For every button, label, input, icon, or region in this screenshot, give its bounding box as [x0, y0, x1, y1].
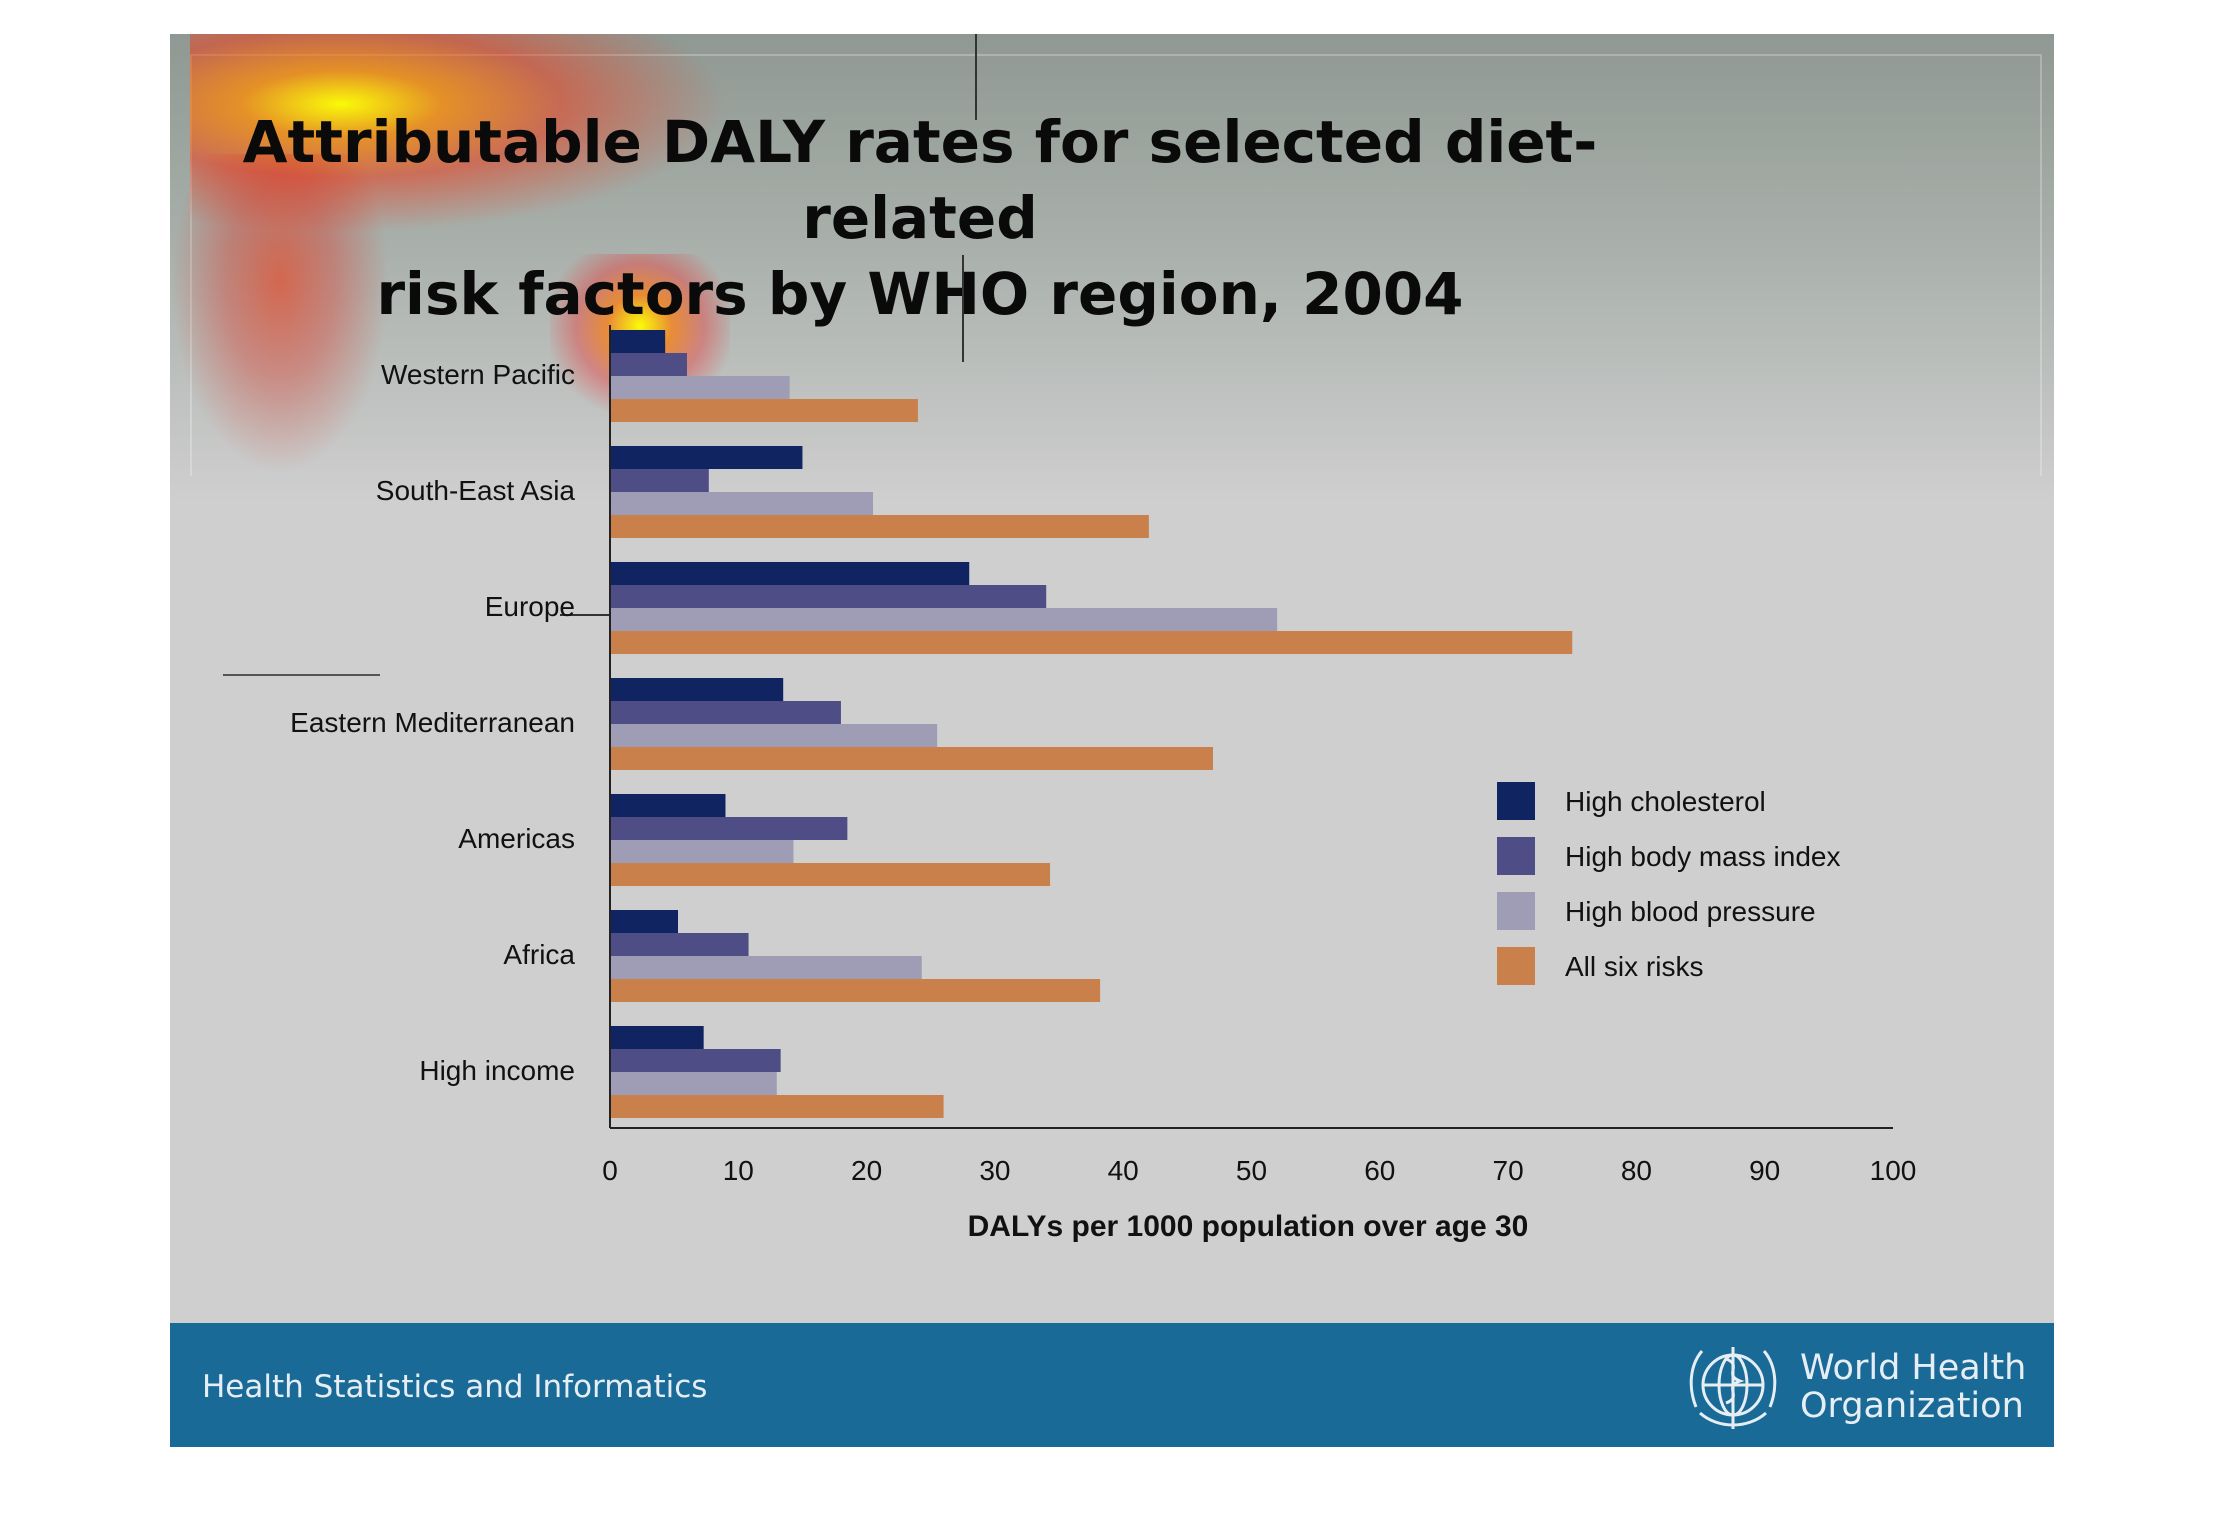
- chart-title-line-1: Attributable DALY rates for selected die…: [242, 108, 1598, 252]
- bars-group: [610, 330, 1573, 1118]
- bar: [610, 585, 1047, 608]
- category-labels: Western Pacific South-East Asia Europe East…: [290, 359, 575, 1086]
- who-name-line-1: World Health: [1800, 1348, 2027, 1388]
- bar: [610, 933, 749, 956]
- x-tick-label: 90: [1749, 1155, 1780, 1186]
- x-tick-label: 50: [1236, 1155, 1267, 1186]
- bar: [610, 979, 1101, 1002]
- legend-label: High cholesterol: [1565, 786, 1766, 817]
- heatmap-overlay: [170, 154, 390, 474]
- legend: High cholesterol High body mass index High…: [1497, 782, 1840, 985]
- bar: [610, 446, 803, 469]
- bar: [610, 1026, 704, 1049]
- bar: [610, 330, 666, 353]
- bar: [610, 469, 709, 492]
- footer-bar: Health Statistics and Informatics World …: [170, 1323, 2054, 1447]
- legend-swatch: [1497, 892, 1535, 930]
- bar: [610, 492, 874, 515]
- bar: [610, 1049, 781, 1072]
- x-tick-label: 60: [1364, 1155, 1395, 1186]
- category-label: South-East Asia: [376, 475, 576, 506]
- x-tick-label: 0: [602, 1155, 618, 1186]
- legend-swatch: [1497, 782, 1535, 820]
- bar: [610, 1072, 777, 1095]
- category-label: Americas: [458, 823, 575, 854]
- stray-line: [223, 674, 380, 676]
- legend-label: All six risks: [1565, 951, 1703, 982]
- bar: [610, 1095, 944, 1118]
- legend-swatch: [1497, 837, 1535, 875]
- bar: [610, 840, 794, 863]
- slide: Attributable DALY rates for selected die…: [170, 34, 2054, 1447]
- bar: [610, 515, 1149, 538]
- legend-label: High body mass index: [1565, 841, 1840, 872]
- bar: [610, 678, 784, 701]
- x-tick-label: 10: [723, 1155, 754, 1186]
- who-emblem-icon: [1689, 1347, 1777, 1429]
- bar: [610, 631, 1573, 654]
- x-tick-label: 20: [851, 1155, 882, 1186]
- x-tick-label: 100: [1870, 1155, 1917, 1186]
- legend-swatch: [1497, 947, 1535, 985]
- x-tick-label: 80: [1621, 1155, 1652, 1186]
- bar: [610, 701, 841, 724]
- bar: [610, 747, 1214, 770]
- x-tick-labels: 0 10 20 30 40 50 60 70 80 90 100: [602, 1155, 1916, 1186]
- category-label: Europe: [485, 591, 575, 622]
- category-label: Eastern Mediterranean: [290, 707, 575, 738]
- bar: [610, 956, 922, 979]
- x-tick-label: 70: [1493, 1155, 1524, 1186]
- who-name-line-2: Organization: [1800, 1386, 2024, 1426]
- category-label: High income: [419, 1055, 575, 1086]
- bar: [610, 562, 970, 585]
- bar: [610, 863, 1051, 886]
- x-tick-label: 40: [1108, 1155, 1139, 1186]
- chart-title-line-2: risk factors by WHO region, 2004: [376, 260, 1464, 328]
- x-tick-label: 30: [979, 1155, 1010, 1186]
- bar: [610, 376, 790, 399]
- category-label: Western Pacific: [381, 359, 575, 390]
- bar: [610, 399, 918, 422]
- chart-title: Attributable DALY rates for selected die…: [170, 104, 1670, 332]
- bar: [610, 608, 1278, 631]
- bar: [610, 724, 938, 747]
- legend-label: High blood pressure: [1565, 896, 1816, 927]
- who-name: World Health Organization: [1800, 1349, 2026, 1425]
- x-axis-label: DALYs per 1000 population over age 30: [968, 1210, 1529, 1243]
- category-label: Africa: [503, 939, 575, 970]
- bar: [610, 910, 678, 933]
- bar: [610, 353, 687, 376]
- footer-department-text: Health Statistics and Informatics: [202, 1369, 708, 1405]
- bar: [610, 794, 726, 817]
- bar: [610, 817, 848, 840]
